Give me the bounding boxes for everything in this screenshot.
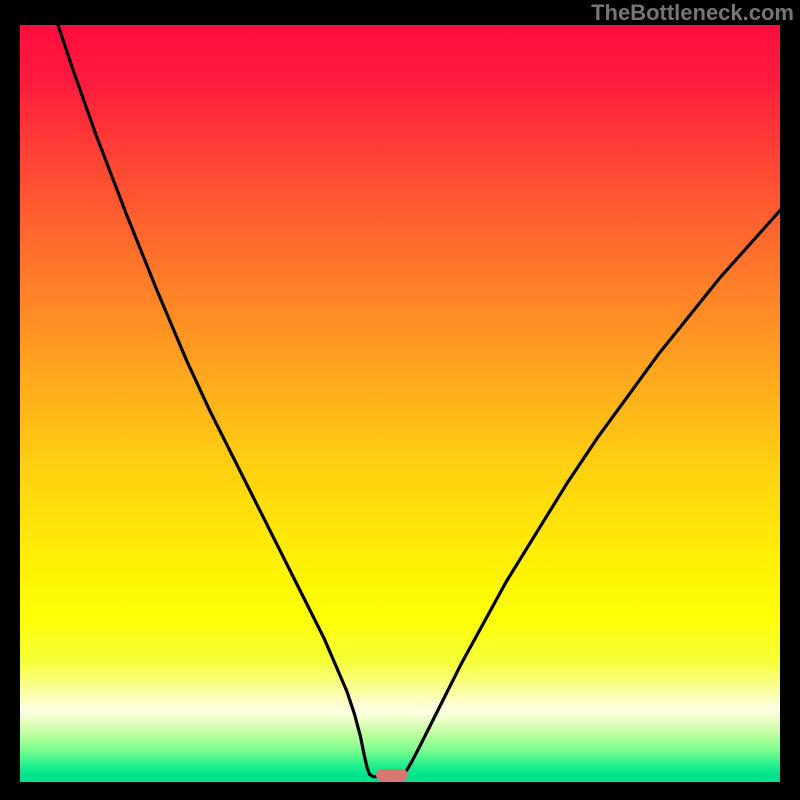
chart-frame: TheBottleneck.com [0, 0, 800, 800]
plot-area [20, 25, 780, 782]
optimum-marker [376, 769, 408, 781]
bottleneck-curve [20, 25, 780, 782]
attribution-watermark: TheBottleneck.com [591, 0, 794, 26]
curve-path [58, 25, 780, 777]
